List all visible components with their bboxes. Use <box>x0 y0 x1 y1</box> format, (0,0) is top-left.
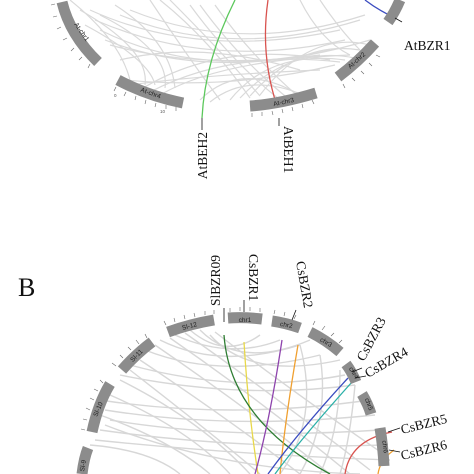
panel-a-chromosome-chr3 <box>249 87 318 112</box>
panel-b: Sl-9 Sl-10 Sl-11 Sl-12 chr1 <box>76 254 449 474</box>
panel-b-chromosome-sl12 <box>166 314 215 338</box>
panel-b-link-purple <box>254 339 283 474</box>
panel-b-link-yellow <box>243 341 259 474</box>
panel-a-chr4-ticks <box>113 86 177 111</box>
gene-label-atbzr1: AtBZR1 <box>404 38 451 53</box>
panel-b-chromosome-chr5 <box>357 391 377 416</box>
panel-b-chromosome-chr2-label: chr2 <box>279 321 293 330</box>
panel-a-chromosome-chr4 <box>115 75 185 109</box>
csbzr3-leader <box>351 367 363 373</box>
panel-a-tick-num: 10 <box>160 109 166 114</box>
panel-a-chromosome-right-partial <box>383 0 406 26</box>
panel-b-chromosome-chr6-label: chr6 <box>380 440 389 454</box>
panel-b-link-orange <box>279 344 299 474</box>
panel-b-chr3-ticks <box>312 320 343 344</box>
panel-b-sl11-ticks <box>111 333 148 367</box>
csbzr4-leader <box>354 375 367 379</box>
panel-a-top-left-ticks <box>50 3 91 69</box>
panel-b-chromosome-sl9 <box>76 445 94 474</box>
panel-a-atbzr1-leader <box>394 17 403 23</box>
csbzr5-leader <box>387 427 401 433</box>
panel-a-chr2-ticks <box>342 54 381 89</box>
panel-a-chromosome-chr3-label: At-chr3 <box>273 97 295 108</box>
panel-b-sl10-ticks <box>80 379 104 431</box>
gene-label-atbeh2: AtBEH2 <box>195 132 210 179</box>
panel-b-chr2-ticks <box>273 309 297 320</box>
panel-b-chromosome-chr2 <box>271 315 302 334</box>
panel-a-tick-num: 0 <box>114 93 117 98</box>
panel-b-link-blue <box>267 377 349 474</box>
panel-b-link-dark-green <box>223 334 331 474</box>
panel-a-link-red <box>264 0 278 107</box>
gene-label-atbeh1: AtBEH1 <box>281 126 296 173</box>
panel-b-letter: B <box>18 273 35 302</box>
panel-b-chromosome-chr1-label: chr1 <box>239 317 252 324</box>
panel-a: At-chr1 At-chr4 0 10 At-chr3 At-c <box>50 0 451 179</box>
panel-b-chromosome-chr3 <box>307 327 344 357</box>
panel-b-link-teal <box>274 381 353 474</box>
gene-label-csbzr2: CsBZR2 <box>293 260 316 309</box>
csbzr6-leader <box>388 449 401 453</box>
panel-b-chromosome-chr4 <box>341 360 362 385</box>
panel-b-chromosome-sl12-label: Sl-12 <box>181 321 198 332</box>
gene-label-csbzr1: CsBZR1 <box>246 254 261 301</box>
panel-a-synteny-background <box>69 0 371 103</box>
panel-b-chromosome-chr5-label: chr5 <box>363 397 374 412</box>
panel-b-chromosome-sl11 <box>117 337 156 374</box>
panel-a-chromosome-top-left <box>56 0 102 66</box>
gene-label-slbzr09: SlBZR09 <box>208 255 223 306</box>
panel-b-synteny-background <box>89 329 391 474</box>
gene-label-csbzr5: CsBZR5 <box>399 411 449 437</box>
panel-a-chromosome-chr2 <box>334 39 380 82</box>
panel-a-chr3-ticks <box>251 99 315 117</box>
csbzr2-leader <box>291 309 297 321</box>
panel-b-sl12-ticks <box>163 310 215 326</box>
panel-b-chromosome-chr6 <box>374 427 390 467</box>
panel-a-link-green <box>201 0 236 119</box>
panel-b-chr1-ticks <box>229 307 261 312</box>
gene-label-csbzr6: CsBZR6 <box>399 437 449 463</box>
panel-b-chromosome-sl9-label: Sl-9 <box>79 459 88 472</box>
panel-b-chromosome-chr1 <box>227 312 263 325</box>
panel-b-chromosome-sl10 <box>86 381 115 434</box>
